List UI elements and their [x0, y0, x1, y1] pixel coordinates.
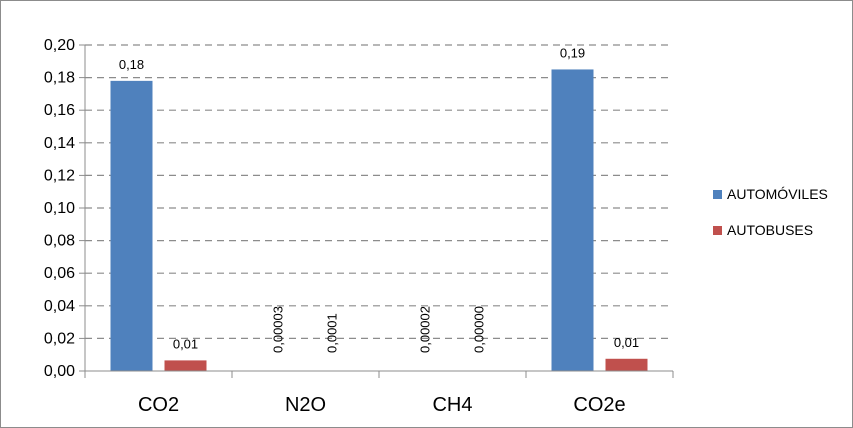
x-category-label: N2O [285, 394, 326, 416]
legend-entry: AUTOBUSES [727, 222, 813, 238]
data-label: 0,01 [614, 335, 639, 350]
data-label: 0,00003 [271, 306, 286, 353]
y-tick-label: 0,12 [44, 167, 75, 184]
data-labels: 0,18 0,01 0,00003 0,0001 0,00002 0,00000 0,19 0… [119, 45, 639, 353]
bar [164, 360, 207, 371]
y-tick-label: 0,20 [44, 37, 75, 54]
y-tick-label: 0,00 [44, 363, 75, 380]
grid-lines [85, 44, 673, 339]
data-label: 0,01 [173, 336, 198, 351]
legend-swatch [713, 226, 722, 235]
y-tick-label: 0,02 [44, 330, 75, 347]
data-label: 0,00000 [472, 306, 487, 353]
y-tick-label: 0,16 [44, 102, 75, 119]
y-tick-label: 0,08 [44, 233, 75, 250]
data-label: 0,19 [560, 45, 585, 60]
bar [551, 69, 594, 371]
legend: AUTOMÓVILES AUTOBUSES [713, 186, 828, 238]
bar [110, 80, 153, 372]
y-tick-label: 0,06 [44, 265, 75, 282]
y-tick-label: 0,04 [44, 298, 75, 315]
x-category-label: CH4 [432, 394, 472, 416]
data-label: 0,00002 [418, 306, 433, 353]
axes: 0,00 0,02 0,04 0,06 0,08 0,10 0,12 0,14 0,16 0,18… [44, 37, 674, 416]
x-category-label: CO2 [138, 394, 179, 416]
legend-entry: AUTOMÓVILES [727, 186, 828, 202]
data-label: 0,0001 [325, 313, 340, 353]
bars [110, 69, 648, 372]
bar [605, 358, 648, 371]
legend-swatch [713, 190, 722, 199]
x-category-label: CO2e [573, 394, 625, 416]
y-tick-label: 0,18 [44, 70, 75, 87]
y-tick-label: 0,14 [44, 135, 75, 152]
y-tick-label: 0,10 [44, 200, 75, 217]
data-label: 0,18 [119, 57, 144, 72]
